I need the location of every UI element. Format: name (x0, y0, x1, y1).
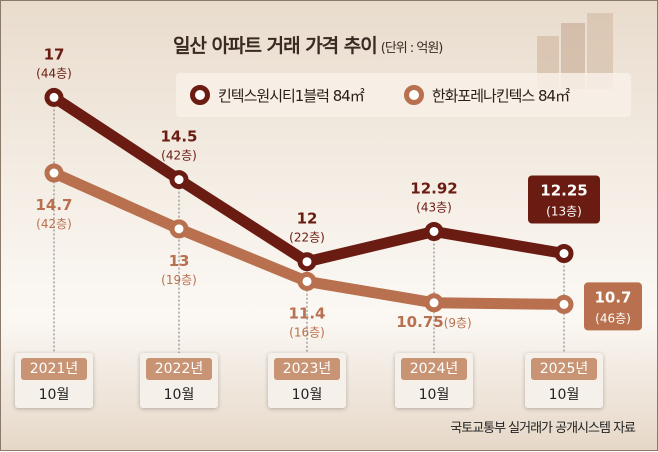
unit-label: (단위 : 억원) (380, 41, 444, 56)
x-tick-month: 10월 (38, 387, 70, 403)
x-tick-2025년: 2025년 10월 (525, 353, 603, 408)
x-tick-2023년: 2023년 10월 (268, 353, 346, 408)
floor-label: (46층) (595, 311, 631, 325)
x-tick-year: 2024년 (401, 358, 467, 380)
x-tick-year: 2022년 (146, 358, 212, 380)
value-label: 12 (297, 210, 318, 228)
value-label: 14.5 (160, 128, 197, 146)
value-label: 12.92 (410, 179, 457, 197)
x-tick-2021년: 2021년 10월 (15, 353, 93, 408)
value-label: 14.7 (35, 196, 72, 214)
data-point (424, 293, 444, 313)
floor-label: (9층) (444, 316, 472, 330)
data-point (554, 244, 574, 263)
floor-label: (44층) (36, 66, 72, 80)
value-label: 10.75(9층) (396, 313, 472, 331)
data-point (44, 87, 64, 107)
x-tick-month: 10월 (418, 387, 450, 403)
data-point (297, 252, 317, 272)
floor-label: (16층) (289, 325, 325, 339)
value-label: 17 (44, 45, 65, 63)
data-point (297, 271, 317, 291)
x-tick-year: 2023년 (274, 358, 340, 380)
legend-marker-icon (190, 85, 210, 105)
x-tick-month: 10월 (291, 387, 323, 403)
callout-box (584, 282, 642, 331)
chart-title: 일산 아파트 거래 가격 추이 (단위 : 억원) (173, 35, 444, 57)
value-label: 13 (169, 252, 190, 270)
floor-label: (42층) (161, 149, 197, 163)
x-tick-year: 2025년 (531, 358, 597, 380)
legend-item-series-2: 한화포레나킨텍스 84㎡ (403, 85, 570, 106)
x-tick-year: 2021년 (21, 358, 87, 380)
source-note: 국토교통부 실거래가 공개시스템 자료 (450, 421, 636, 436)
data-point (44, 163, 64, 183)
legend-label: 킨텍스원시티1블럭 84㎡ (218, 86, 365, 105)
value-label: 11.4 (288, 304, 325, 322)
data-point (424, 221, 444, 241)
floor-label: (43층) (416, 200, 452, 214)
data-point (169, 170, 189, 190)
data-point (554, 294, 574, 314)
floor-label: (22층) (289, 231, 325, 245)
floor-label: (19층) (161, 273, 197, 287)
legend: 킨텍스원시티1블럭 84㎡ 한화포레나킨텍스 84㎡ (176, 73, 631, 117)
legend-label: 한화포레나킨텍스 84㎡ (431, 86, 570, 105)
x-tick-2022년: 2022년 10월 (140, 353, 218, 408)
x-tick-2024년: 2024년 10월 (395, 353, 473, 408)
legend-item-series-1: 킨텍스원시티1블럭 84㎡ (190, 85, 365, 106)
floor-label: (42층) (36, 217, 72, 231)
value-label: 12.25 (540, 182, 587, 200)
value-label: 10.7 (594, 288, 631, 306)
data-point (169, 219, 189, 239)
x-tick-month: 10월 (163, 387, 195, 403)
x-tick-month: 10월 (548, 387, 580, 403)
callout-box (528, 175, 600, 224)
floor-label: (13층) (546, 205, 582, 219)
legend-marker-icon (403, 85, 424, 105)
